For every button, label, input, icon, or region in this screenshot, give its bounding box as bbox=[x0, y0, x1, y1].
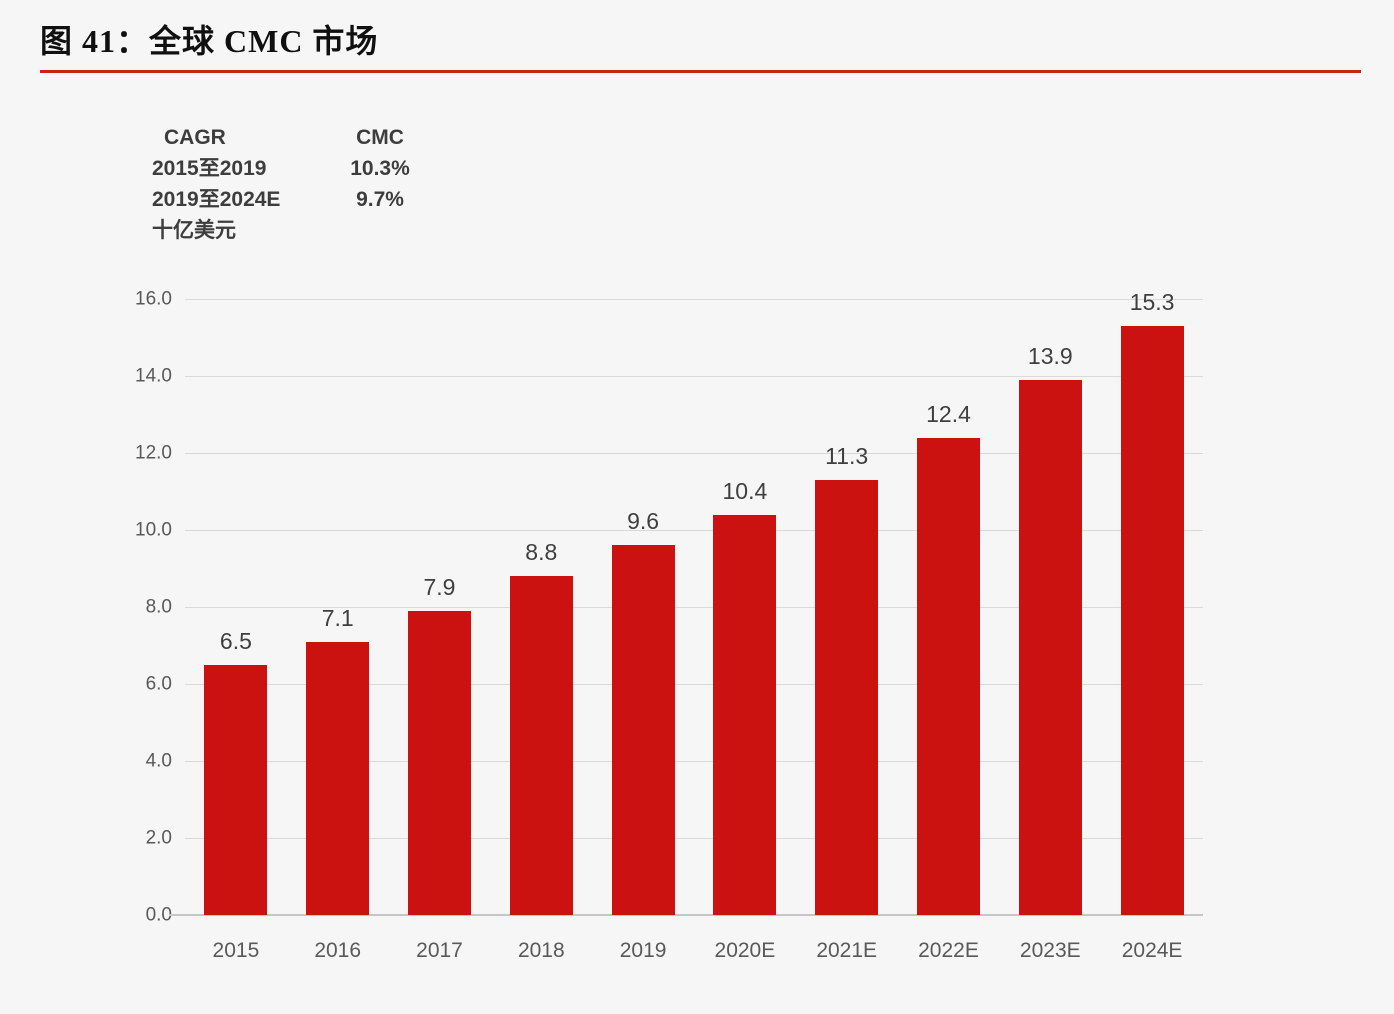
x-tick-label: 2023E bbox=[1019, 939, 1081, 962]
y-tick-label: 8.0 bbox=[145, 596, 172, 618]
cagr-row-2015-2019: 2015至2019 10.3% bbox=[152, 153, 415, 184]
plot-area: 6.5 7.1 7.9 8.8 9.6 10.4 11.3 12.4 13.9 15.3 bbox=[169, 290, 1203, 916]
bar-value-label: 6.5 bbox=[219, 627, 252, 654]
x-tick-label: 2018 bbox=[517, 939, 565, 962]
gridline bbox=[185, 376, 1203, 377]
cmc-header-label: CMC bbox=[356, 126, 404, 149]
y-axis: 0.0 2.0 4.0 6.0 8.0 10.0 12.0 14.0 16.0 bbox=[100, 290, 172, 925]
gridline bbox=[185, 530, 1203, 531]
cagr-period-value: 9.7% bbox=[356, 188, 404, 211]
y-tick-label: 12.0 bbox=[135, 442, 172, 464]
unit-row: 十亿美元 bbox=[152, 215, 415, 246]
cagr-table-header-row: CAGR CMC bbox=[152, 122, 415, 153]
x-tick-label: 2019 bbox=[619, 939, 667, 962]
unit-label: 十亿美元 bbox=[152, 219, 236, 242]
bar-2016 bbox=[306, 641, 370, 915]
x-tick-label: 2021E bbox=[816, 939, 878, 962]
bar-value-label: 7.9 bbox=[423, 573, 456, 600]
cagr-header-label: CAGR bbox=[164, 126, 226, 149]
y-tick-label: 10.0 bbox=[135, 519, 172, 541]
x-tick-label: 2020E bbox=[714, 939, 776, 962]
gridline bbox=[185, 838, 1203, 839]
bar-2023e bbox=[1018, 379, 1082, 915]
bar-2024e bbox=[1120, 325, 1184, 915]
gridline bbox=[185, 761, 1203, 762]
bar-value-label: 7.1 bbox=[321, 604, 354, 631]
bar-2018 bbox=[509, 576, 573, 915]
bar-2020e bbox=[713, 514, 777, 915]
gridline bbox=[185, 453, 1203, 454]
bar-value-label: 8.8 bbox=[525, 539, 558, 566]
gridline bbox=[185, 299, 1203, 300]
x-tick-label: 2024E bbox=[1121, 939, 1183, 962]
bar-value-label: 9.6 bbox=[627, 508, 660, 535]
y-tick-label: 6.0 bbox=[145, 673, 172, 695]
cagr-period-value: 10.3% bbox=[350, 157, 410, 180]
bar-2019 bbox=[611, 545, 675, 915]
gridline bbox=[185, 684, 1203, 685]
y-tick-label: 14.0 bbox=[135, 365, 172, 387]
x-tick-label: 2016 bbox=[314, 939, 362, 962]
bar-2017 bbox=[408, 610, 471, 915]
cagr-period-label: 2019至2024E bbox=[152, 188, 281, 211]
x-tick-label: 2017 bbox=[416, 939, 463, 962]
y-tick-label: 0.0 bbox=[145, 904, 172, 926]
title-underline bbox=[40, 70, 1361, 73]
bar-value-label: 15.3 bbox=[1129, 288, 1175, 315]
bar-value-label: 10.4 bbox=[722, 477, 768, 504]
gridline bbox=[185, 607, 1203, 608]
x-axis: 2015 2016 2017 2018 2019 2020E 2021E 2022E 2023E… bbox=[185, 934, 1203, 966]
cagr-period-label: 2015至2019 bbox=[152, 157, 267, 180]
y-tick-label: 2.0 bbox=[145, 827, 172, 849]
figure-title: 图 41：全球 CMC 市场 bbox=[40, 23, 379, 59]
x-tick-label: 2022E bbox=[918, 939, 979, 962]
y-tick-label: 4.0 bbox=[145, 750, 172, 772]
bar-value-label: 12.4 bbox=[926, 400, 971, 427]
bar-2022e bbox=[917, 437, 980, 915]
bar-value-label: 13.9 bbox=[1027, 342, 1073, 369]
x-tick-label: 2015 bbox=[212, 939, 260, 962]
bar-2021e bbox=[815, 479, 879, 915]
x-axis-baseline bbox=[169, 914, 1203, 916]
y-tick-label: 16.0 bbox=[135, 288, 172, 310]
bar-value-label: 11.3 bbox=[825, 442, 869, 469]
cagr-table: CAGR CMC 2015至2019 10.3% 2019至2024E 9.7%… bbox=[152, 122, 415, 246]
bar-2015 bbox=[204, 664, 268, 915]
cagr-row-2019-2024e: 2019至2024E 9.7% bbox=[152, 184, 415, 215]
